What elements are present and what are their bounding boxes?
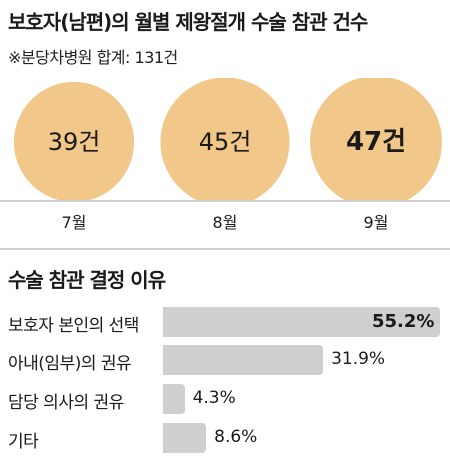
bar-value-label: 55.2% xyxy=(372,311,435,332)
bubble-8월 xyxy=(160,78,290,200)
bar xyxy=(163,307,440,337)
monthly-bubble-chart: 39건 7월 45건 8월 47건 9월 xyxy=(0,78,450,232)
bar xyxy=(163,384,185,414)
bar-category-label: 아내(임부)의 권유 xyxy=(8,354,132,374)
bubble-7월 xyxy=(13,81,135,200)
bar xyxy=(163,423,207,453)
bubble-value-label: 45건 xyxy=(199,128,252,156)
chart-title: 보호자(남편)의 월별 제왕절개 수술 참관 건수 xyxy=(8,10,368,34)
bar-row: 아내(임부)의 권유 31.9% xyxy=(0,343,450,377)
bar-value-label: 4.3% xyxy=(192,388,236,408)
month-tick-label: 7월 xyxy=(62,213,87,232)
bar-row: 보호자 본인의 선택 55.2% xyxy=(0,305,450,339)
bar-value-label: 31.9% xyxy=(331,349,386,369)
bar-value-label: 8.6% xyxy=(214,427,258,447)
month-tick-label: 8월 xyxy=(213,213,238,232)
reason-section-title: 수술 참관 결정 이유 xyxy=(8,268,166,292)
month-tick-label: 9월 xyxy=(364,213,389,232)
bubble-value-label: 47건 xyxy=(346,127,406,157)
bar-category-label: 담당 의사의 권유 xyxy=(8,393,124,413)
section-divider xyxy=(0,248,450,250)
bar-category-label: 기타 xyxy=(8,432,39,452)
bar-row: 기타 8.6% xyxy=(0,421,450,455)
bubble-value-label: 39건 xyxy=(48,128,101,156)
bar-row: 담당 의사의 권유 4.3% xyxy=(0,382,450,416)
bar-category-label: 보호자 본인의 선택 xyxy=(8,316,139,336)
chart-subtitle: ※분당차병원 합계: 131건 xyxy=(8,48,178,67)
bubble-9월 xyxy=(310,78,442,200)
bar xyxy=(163,345,324,375)
